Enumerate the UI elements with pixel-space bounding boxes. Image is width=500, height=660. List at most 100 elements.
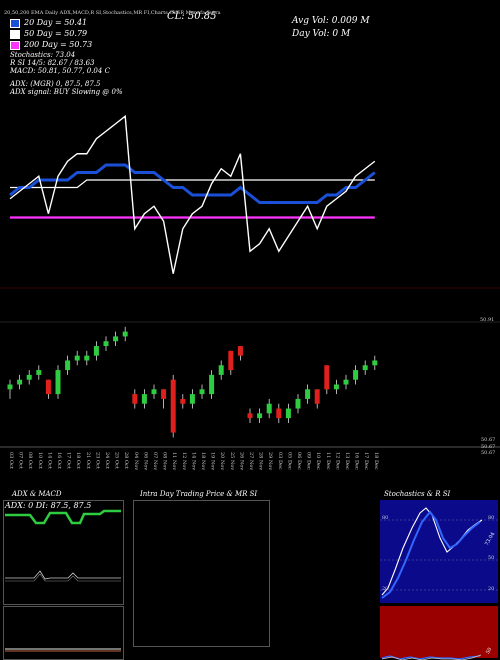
candle bbox=[266, 398, 272, 419]
legend-ema50: 50 Day = 50.79 bbox=[10, 29, 87, 39]
stoch-axis-label-left: 80 bbox=[382, 515, 389, 521]
close-price-line bbox=[9, 114, 376, 274]
rsi-value: R SI 14/5: 82.67 / 83.63 bbox=[10, 59, 95, 67]
date-tick-label: 08 Oct bbox=[27, 452, 33, 469]
date-tick-label: 23 Oct bbox=[94, 452, 100, 469]
rsi-panel bbox=[380, 606, 498, 658]
candle bbox=[362, 360, 368, 375]
date-tick-label: 18 Oct bbox=[75, 452, 81, 469]
candlestick-group bbox=[7, 326, 378, 438]
candle-body bbox=[122, 331, 128, 337]
legend-label: 200 Day = 50.73 bbox=[24, 40, 93, 49]
candle-body bbox=[141, 394, 147, 404]
date-tick-label: 04 Nov bbox=[133, 452, 139, 470]
candle bbox=[324, 365, 330, 395]
legend-label: 50 Day = 50.79 bbox=[24, 29, 88, 38]
date-tick-label: 11 Nov bbox=[171, 452, 177, 470]
candle bbox=[141, 389, 147, 409]
candle-body bbox=[285, 408, 291, 419]
avg-volume-label: Avg Vol: 0.009 M bbox=[292, 16, 370, 26]
candle-body bbox=[218, 365, 224, 375]
date-tick-label: 10 Oct bbox=[37, 452, 43, 469]
candle-body bbox=[333, 384, 339, 390]
di-line-secondary bbox=[5, 573, 121, 582]
candle bbox=[180, 394, 186, 409]
candle bbox=[45, 379, 51, 399]
date-tick-label: 18 Nov bbox=[200, 452, 206, 470]
candle-body bbox=[26, 374, 32, 380]
adx-signal: ADX signal: BUY Slowing @ 0% bbox=[10, 88, 123, 96]
adx-panel bbox=[3, 500, 124, 605]
date-tick-label: 18 Dec bbox=[373, 452, 379, 470]
candle-body bbox=[170, 379, 176, 433]
candle-body bbox=[266, 403, 272, 414]
candle-body bbox=[305, 389, 311, 399]
candle bbox=[17, 374, 23, 390]
date-tick-label: 03 Dec bbox=[277, 452, 283, 470]
stoch-axis-label-right: 50 bbox=[488, 555, 495, 561]
ema20-line bbox=[9, 163, 376, 204]
candle-body bbox=[362, 365, 368, 371]
candle-body bbox=[161, 389, 167, 399]
candle bbox=[55, 365, 61, 399]
date-tick-label: 25 Nov bbox=[229, 452, 235, 470]
date-tick-label: 05 Dec bbox=[286, 452, 292, 470]
date-tick-label: 20 Nov bbox=[219, 452, 225, 470]
candle bbox=[74, 350, 80, 366]
stochastic-k-line bbox=[381, 507, 483, 596]
date-tick-label: 21 Oct bbox=[85, 452, 91, 469]
di-line bbox=[5, 570, 121, 580]
stochastic-d-line bbox=[381, 510, 481, 599]
candle-body bbox=[180, 398, 186, 404]
candle bbox=[103, 336, 109, 351]
date-tick-label: 03 Oct bbox=[8, 452, 14, 469]
date-tick-label: 16 Dec bbox=[354, 452, 360, 470]
rsi-line-primary bbox=[381, 655, 481, 660]
date-tick-label: 12 Dec bbox=[334, 452, 340, 470]
candle-body bbox=[189, 394, 195, 404]
candle-body bbox=[74, 355, 80, 361]
intraday-panel bbox=[133, 500, 270, 647]
candle bbox=[189, 389, 195, 409]
candle-body bbox=[257, 413, 263, 419]
stoch-rsi-panel-title: Stochastics & R SI bbox=[384, 490, 451, 498]
candle bbox=[314, 389, 320, 409]
date-tick-label: 19 Nov bbox=[210, 452, 216, 470]
date-tick-label: 12 Nov bbox=[181, 452, 187, 470]
candle bbox=[113, 331, 119, 347]
price-axis-label: 50.67 bbox=[481, 444, 496, 450]
adx-macd-panel-title: ADX & MACD bbox=[12, 490, 62, 498]
stochastics-value: Stochastics: 73.04 bbox=[10, 51, 76, 59]
candle-body bbox=[103, 341, 109, 347]
candle bbox=[122, 326, 128, 342]
stoch-axis-label-right: 20 bbox=[488, 586, 495, 592]
candle bbox=[305, 384, 311, 404]
stochastics-panel bbox=[380, 500, 498, 603]
date-tick-label: 08 Nov bbox=[162, 452, 168, 470]
candle bbox=[285, 403, 291, 423]
date-tick-label: 13 Dec bbox=[344, 452, 350, 470]
price-axis-top-label: 50.91 bbox=[480, 317, 495, 323]
candle bbox=[161, 389, 167, 409]
candle-body bbox=[151, 389, 157, 395]
candle bbox=[151, 384, 157, 399]
candle-body bbox=[55, 370, 61, 395]
indicator-lines bbox=[9, 114, 376, 274]
intraday-panel-title: Intra Day Trading Price & MR SI bbox=[140, 490, 258, 498]
legend-label: 20 Day = 50.41 bbox=[24, 18, 88, 27]
date-tick-label: 17 Oct bbox=[66, 452, 72, 469]
stoch-axis-label-left: 20 bbox=[382, 586, 389, 592]
candle bbox=[247, 408, 253, 423]
candle bbox=[353, 365, 359, 385]
candle-body bbox=[65, 360, 71, 371]
candle-body bbox=[93, 346, 99, 356]
ema50-line bbox=[10, 179, 375, 189]
candle-body bbox=[36, 370, 42, 375]
date-tick-label: 07 Nov bbox=[152, 452, 158, 470]
candle bbox=[209, 370, 215, 399]
date-tick-label: 14 Oct bbox=[46, 452, 52, 469]
date-tick-label: 28 Oct bbox=[123, 452, 129, 469]
chart-header: 20,50,200 EMA Daily ADX,MACD,R SI,Stocha… bbox=[4, 10, 221, 16]
candle bbox=[228, 350, 234, 375]
